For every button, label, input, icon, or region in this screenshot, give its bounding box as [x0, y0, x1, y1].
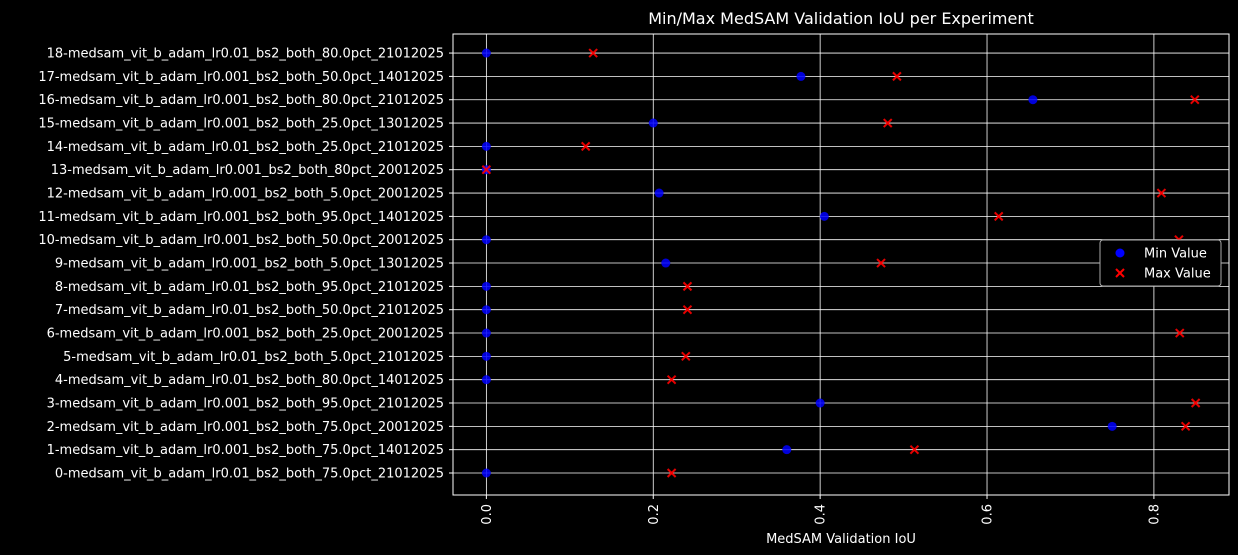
chart-title: Min/Max MedSAM Validation IoU per Experi… — [648, 9, 1034, 28]
max-value-point — [876, 258, 886, 268]
max-value-point — [682, 281, 693, 292]
legend-min-label: Min Value — [1144, 247, 1207, 262]
max-value-point — [666, 374, 677, 385]
min-value-point — [481, 351, 491, 361]
max-value-point — [681, 351, 691, 362]
min-value-point — [481, 328, 491, 338]
grid-lines — [453, 34, 1229, 495]
y-tick-label: 11-medsam_vit_b_adam_lr0.001_bs2_both_95… — [38, 210, 444, 225]
max-value-point — [682, 304, 693, 315]
max-value-point — [666, 468, 677, 478]
y-tick-label: 10-medsam_vit_b_adam_lr0.001_bs2_both_50… — [38, 233, 444, 248]
y-tick-label: 9-medsam_vit_b_adam_lr0.001_bs2_both_5.0… — [55, 257, 444, 272]
x-tick-label: 0.0 — [480, 504, 495, 525]
min-value-point — [481, 281, 491, 291]
min-value-point — [1028, 95, 1038, 105]
max-value-point — [1175, 328, 1185, 338]
y-tick-label: 15-medsam_vit_b_adam_lr0.001_bs2_both_25… — [38, 117, 444, 132]
y-tick-label: 8-medsam_vit_b_adam_lr0.01_bs2_both_95.0… — [55, 280, 444, 295]
min-value-point — [815, 398, 825, 408]
min-value-point — [481, 375, 491, 385]
x-tick-label: 0.8 — [1147, 504, 1162, 525]
x-axis-label: MedSAM Validation IoU — [766, 532, 916, 547]
y-tick-label: 2-medsam_vit_b_adam_lr0.001_bs2_both_75.… — [47, 420, 444, 435]
max-value-point — [892, 71, 902, 82]
x-tick-label: 0.4 — [814, 504, 829, 525]
y-tick-label: 0-medsam_vit_b_adam_lr0.01_bs2_both_75.0… — [55, 467, 444, 482]
y-tick-label: 6-medsam_vit_b_adam_lr0.001_bs2_both_25.… — [47, 327, 444, 342]
legend-max-marker — [1115, 268, 1125, 278]
min-value-point — [796, 71, 806, 81]
y-tick-label: 16-medsam_vit_b_adam_lr0.001_bs2_both_80… — [38, 93, 444, 108]
max-value-point — [909, 444, 920, 455]
min-value-point — [654, 188, 664, 198]
min-value-point — [481, 48, 491, 58]
y-tick-labels: 0-medsam_vit_b_adam_lr0.01_bs2_both_75.0… — [38, 47, 453, 482]
max-value-point — [1190, 95, 1200, 105]
y-tick-label: 7-medsam_vit_b_adam_lr0.01_bs2_both_50.0… — [55, 303, 444, 318]
min-value-point — [481, 305, 491, 315]
min-value-point — [782, 445, 792, 455]
y-tick-label: 5-medsam_vit_b_adam_lr0.01_bs2_both_5.0p… — [63, 350, 444, 365]
max-value-point — [1180, 421, 1191, 432]
legend-box — [1099, 239, 1222, 287]
max-value-point — [1190, 398, 1201, 408]
max-value-point — [580, 141, 591, 152]
min-value-point — [481, 468, 491, 478]
y-tick-label: 18-medsam_vit_b_adam_lr0.01_bs2_both_80.… — [47, 47, 444, 62]
max-value-point — [993, 211, 1004, 222]
y-tick-label: 17-medsam_vit_b_adam_lr0.001_bs2_both_50… — [38, 70, 444, 85]
y-tick-label: 4-medsam_vit_b_adam_lr0.01_bs2_both_80.0… — [55, 373, 444, 388]
legend-max-label: Max Value — [1144, 267, 1211, 282]
min-value-point — [819, 211, 829, 221]
plot-frame — [452, 33, 1230, 496]
x-tick-label: 0.2 — [647, 504, 662, 525]
legend-min-marker — [1115, 248, 1125, 258]
max-value-point — [883, 118, 893, 128]
y-tick-label: 13-medsam_vit_b_adam_lr0.001_bs2_both_80… — [51, 163, 444, 178]
x-tick-label: 0.6 — [981, 504, 996, 525]
min-value-point — [481, 141, 491, 151]
min-value-point — [1107, 421, 1117, 431]
min-value-point — [661, 258, 671, 268]
y-tick-label: 12-medsam_vit_b_adam_lr0.001_bs2_both_5.… — [47, 187, 444, 202]
y-tick-label: 14-medsam_vit_b_adam_lr0.01_bs2_both_25.… — [47, 140, 444, 155]
y-tick-label: 1-medsam_vit_b_adam_lr0.001_bs2_both_75.… — [47, 443, 444, 458]
min-value-point — [481, 235, 491, 245]
x-tick-labels: 0.0 0.2 0.4 0.6 0.8 — [480, 495, 1162, 525]
legend: Min Value Max Value — [1099, 239, 1222, 287]
y-tick-label: 3-medsam_vit_b_adam_lr0.001_bs2_both_95.… — [47, 397, 444, 412]
max-value-point — [1156, 188, 1167, 198]
min-value-point — [648, 118, 658, 128]
max-value-point — [481, 165, 492, 175]
max-value-point — [588, 48, 598, 58]
